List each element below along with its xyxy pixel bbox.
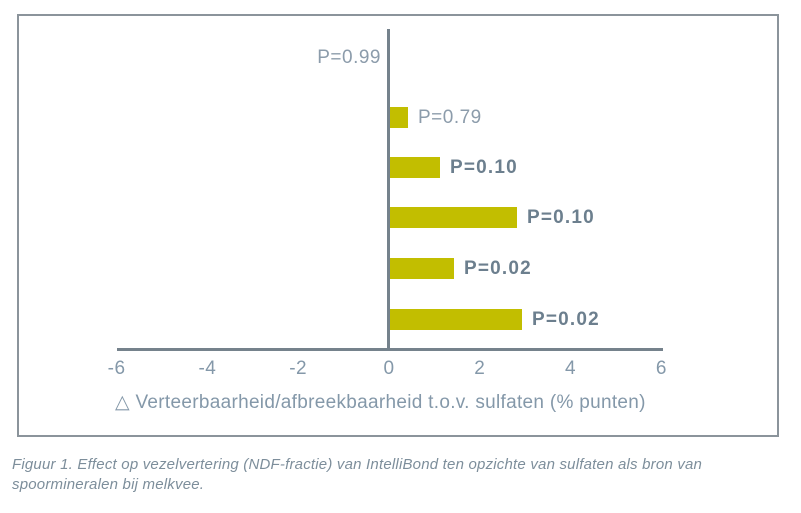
x-tick-label: 2 bbox=[474, 358, 486, 379]
bar bbox=[390, 107, 408, 128]
y-axis-line bbox=[387, 29, 390, 350]
x-tick-label: 4 bbox=[565, 358, 577, 379]
p-value-label: P=0.02 bbox=[464, 257, 532, 279]
x-axis-ticks: -6 -4 -2 0 2 4 6 bbox=[0, 358, 801, 382]
bar bbox=[390, 207, 517, 228]
figure-caption: Figuur 1. Effect op vezelvertering (NDF-… bbox=[12, 455, 772, 495]
bar bbox=[390, 309, 522, 330]
x-tick-label: -4 bbox=[198, 358, 217, 379]
p-value-label: P=0.99 bbox=[317, 46, 381, 68]
p-value-label: P=0.79 bbox=[418, 106, 482, 128]
figure-caption-line1: Figuur 1. Effect op vezelvertering (NDF-… bbox=[12, 456, 703, 473]
figure-caption-line2: spoormineralen bij melkvee. bbox=[12, 476, 205, 493]
p-value-label: P=0.10 bbox=[527, 206, 595, 228]
x-tick-label: 0 bbox=[383, 358, 395, 379]
x-tick-label: 6 bbox=[655, 358, 667, 379]
x-tick-label: -6 bbox=[107, 358, 126, 379]
p-value-label: P=0.10 bbox=[450, 156, 518, 178]
bar bbox=[390, 258, 454, 279]
bar bbox=[390, 157, 440, 178]
x-tick-label: -2 bbox=[289, 358, 308, 379]
x-axis-title: △ Verteerbaarheid/afbreekbaarheid t.o.v.… bbox=[115, 392, 646, 413]
x-axis-line bbox=[117, 348, 663, 351]
p-value-label: P=0.02 bbox=[532, 308, 600, 330]
